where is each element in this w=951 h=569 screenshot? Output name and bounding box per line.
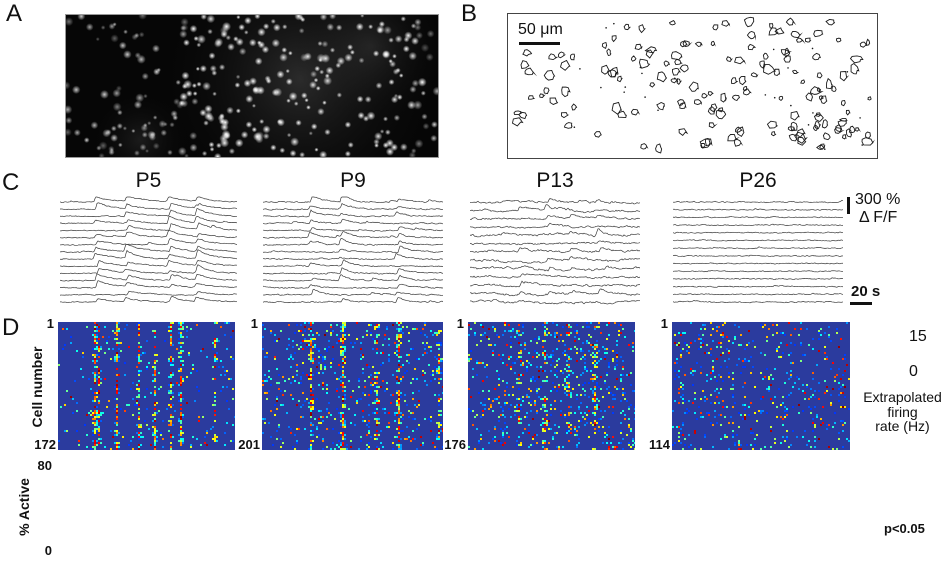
cell-first-label-p26: 1 xyxy=(660,316,668,331)
firing-rate-heatmap-p5 xyxy=(58,322,235,450)
fluorescence-image xyxy=(65,14,439,158)
percent-active-plot-p5 xyxy=(56,463,235,555)
cell-count-label-p9: 201 xyxy=(238,437,260,452)
column-title-p26: P26 xyxy=(739,169,777,192)
colorbar-caption-line2: firing xyxy=(887,403,918,420)
cell-count-label-p5: 172 xyxy=(34,437,56,452)
contour-map xyxy=(508,14,877,158)
panel-d-label: D xyxy=(2,314,20,341)
colorbar-max-label: 15 xyxy=(909,328,927,345)
amplitude-scale-bar xyxy=(847,197,850,214)
cell-first-label-p13: 1 xyxy=(456,316,464,331)
scale-bar-label: 50 μm xyxy=(518,21,563,38)
scale-bar xyxy=(519,42,560,45)
panel-c-label: C xyxy=(2,169,20,196)
time-scale-label: 20 s xyxy=(851,283,881,300)
percent-active-plot-p26 xyxy=(670,463,848,555)
column-title-p13: P13 xyxy=(536,169,574,192)
column-title-p9: P9 xyxy=(340,169,366,192)
colorbar-caption: Extrapolated firing rate (Hz) xyxy=(854,390,951,434)
traces-p13 xyxy=(470,196,640,308)
cell-first-label-p9: 1 xyxy=(250,316,258,331)
heatmap-y-axis-label: Cell number xyxy=(29,346,45,428)
panel-a-label: A xyxy=(6,0,23,27)
firing-rate-heatmap-p9 xyxy=(262,322,443,450)
traces-p5 xyxy=(60,196,237,308)
cell-count-label-p26: 114 xyxy=(649,437,670,452)
significance-threshold-label: p<0.05 xyxy=(884,521,925,536)
cell-count-label-p13: 176 xyxy=(444,437,466,452)
cell-first-label-p5: 1 xyxy=(46,316,54,331)
active-ymax-label: 80 xyxy=(37,458,52,473)
colorbar-caption-line3: rate (Hz) xyxy=(875,418,930,434)
traces-p26 xyxy=(673,196,843,308)
panel-b-label: B xyxy=(461,0,478,27)
colorbar-min-label: 0 xyxy=(909,363,918,380)
traces-p9 xyxy=(263,196,443,308)
active-y-axis-label: % Active xyxy=(16,478,32,536)
firing-rate-heatmap-p26 xyxy=(672,322,850,450)
percent-active-plot-p13 xyxy=(467,463,643,555)
amplitude-scale-unit: Δ F/F xyxy=(859,209,898,226)
firing-rate-colorbar xyxy=(891,331,905,380)
firing-rate-heatmap-p13 xyxy=(468,322,635,450)
amplitude-scale-value: 300 % xyxy=(855,191,901,208)
contour-map-box: 50 μm xyxy=(507,13,878,159)
active-ymin-label: 0 xyxy=(44,543,52,558)
column-title-p5: P5 xyxy=(135,169,162,192)
time-scale-bar xyxy=(850,302,872,305)
colorbar-caption-line1: Extrapolated xyxy=(863,389,942,405)
percent-active-plot-p9 xyxy=(261,463,443,555)
